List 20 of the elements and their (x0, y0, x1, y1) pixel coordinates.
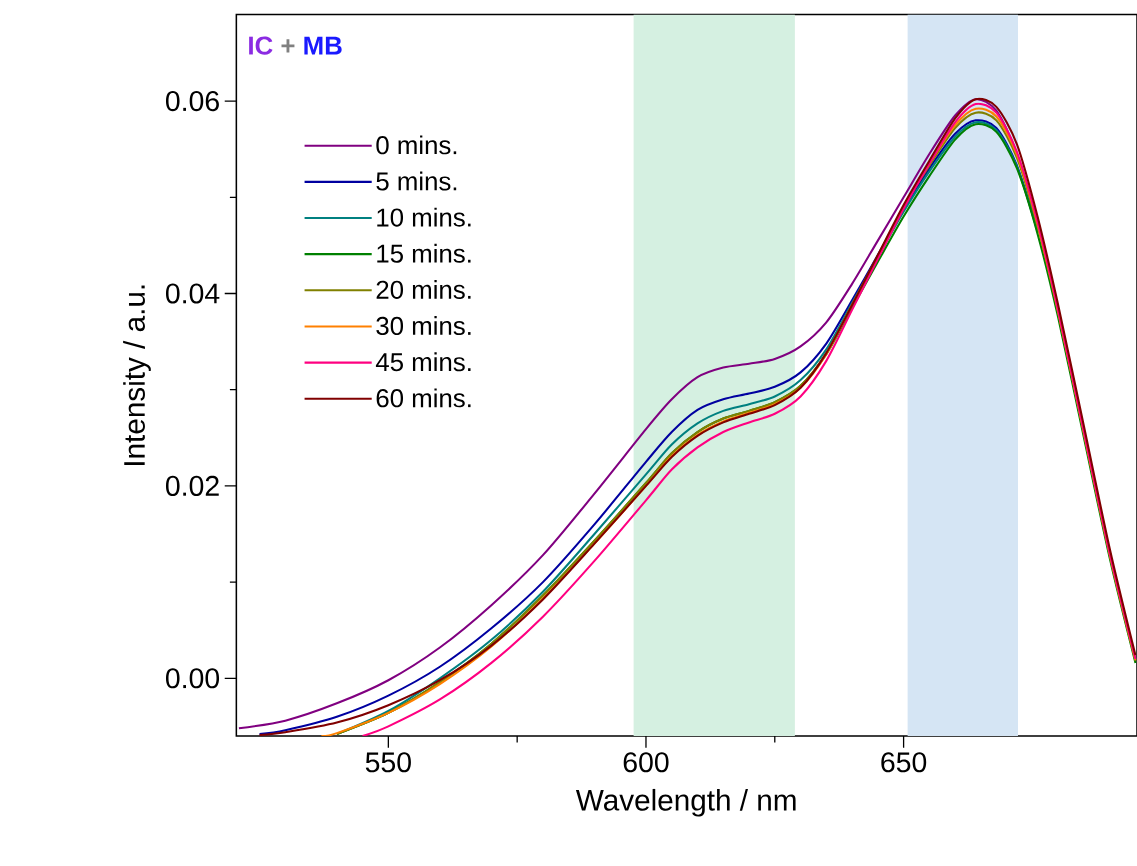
legend-label: 5 mins. (376, 171, 457, 191)
legend-label: 15 mins. (377, 243, 471, 263)
annotation: + (281, 39, 295, 53)
legend-label: 10 mins. (377, 207, 471, 227)
y-axis-title: Intensity / a.u. (123, 285, 151, 466)
x-tick-label: 550 (365, 752, 411, 773)
legend-label: 45 mins. (375, 352, 471, 372)
x-tick-label: 650 (881, 752, 927, 773)
annotation: MB (304, 36, 342, 55)
x-axis-title: Wavelength / nm (575, 789, 796, 817)
y-tick-label: 0.06 (165, 91, 219, 112)
legend-label: 20 mins. (376, 280, 471, 300)
x-tick-label: 600 (623, 752, 669, 773)
y-tick-label: 0.02 (165, 475, 219, 497)
y-tick-label: 0.00 (165, 668, 220, 689)
legend-label: 0 mins. (376, 135, 457, 155)
legend-label: 30 mins. (376, 316, 471, 336)
legend-label: 60 mins. (376, 388, 471, 408)
annotation: IC (249, 36, 273, 55)
y-tick-label: 0.04 (165, 283, 220, 304)
